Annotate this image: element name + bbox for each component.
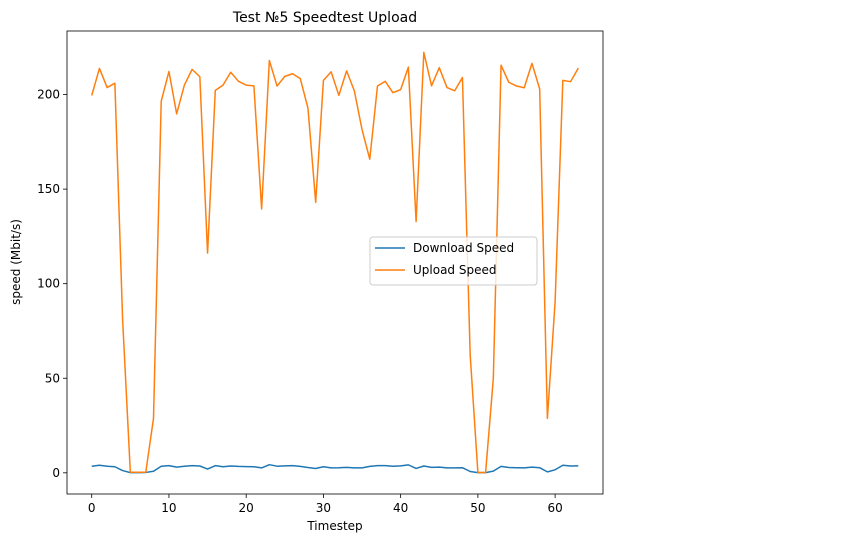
x-tick-label: 50 (470, 501, 485, 515)
legend-label-download: Download Speed (413, 241, 514, 255)
y-axis: 0 50 100 150 200 (37, 88, 67, 480)
series-layer (90, 51, 579, 474)
y-tick-label: 150 (37, 182, 60, 196)
legend: Download Speed Upload Speed (369, 236, 538, 286)
x-tick-label: 30 (316, 501, 331, 515)
x-tick-label: 10 (161, 501, 176, 515)
y-tick-label: 100 (37, 277, 60, 291)
legend-box (369, 236, 538, 286)
series-line-download-speed (91, 463, 579, 474)
x-tick-label: 60 (547, 501, 562, 515)
x-tick-label: 0 (88, 501, 96, 515)
y-tick-label: 0 (52, 466, 60, 480)
legend-label-upload: Upload Speed (413, 263, 496, 277)
x-axis: 0 10 20 30 40 50 60 (88, 494, 563, 515)
x-tick-label: 20 (239, 501, 254, 515)
x-axis-label: Timestep (306, 519, 362, 533)
y-tick-label: 50 (45, 371, 60, 385)
plot-frame (66, 30, 604, 495)
x-tick-label: 40 (393, 501, 408, 515)
series-line-upload-speed (90, 51, 579, 474)
chart-title: Test №5 Speedtest Upload (232, 10, 417, 26)
y-tick-label: 200 (37, 88, 60, 102)
y-axis-label: speed (Mbit/s) (9, 219, 23, 305)
